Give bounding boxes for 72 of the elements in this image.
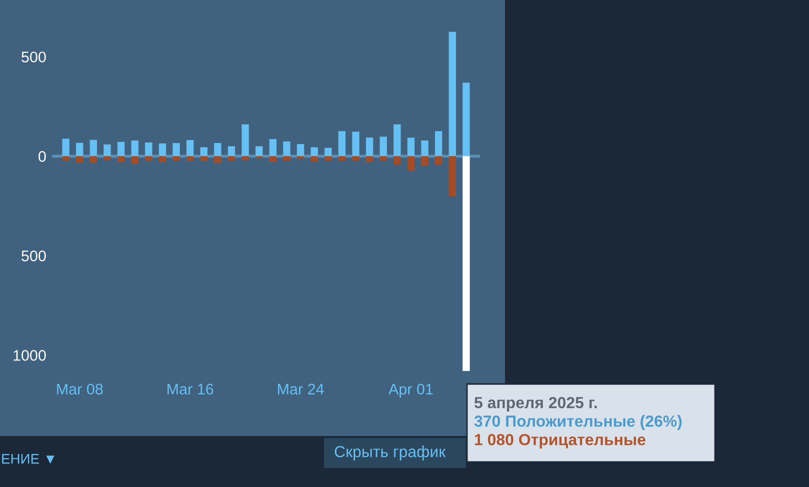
bar <box>352 132 360 156</box>
bar <box>269 139 276 156</box>
bar <box>131 156 138 164</box>
bar <box>352 156 360 161</box>
bar <box>310 147 318 156</box>
bar <box>366 156 374 162</box>
bar <box>214 156 222 164</box>
text: 1 080 Отрицательные <box>475 434 646 448</box>
bar <box>62 156 70 161</box>
text: ЕНИЕ ▼ <box>2 454 54 464</box>
bar <box>380 156 387 161</box>
bar <box>145 142 152 156</box>
bar <box>76 156 84 163</box>
bar <box>324 148 332 156</box>
bar <box>462 82 470 156</box>
bar <box>283 156 290 161</box>
bar <box>366 137 374 156</box>
bar <box>338 131 346 156</box>
bar <box>104 156 111 160</box>
bar <box>172 143 180 156</box>
bar <box>296 156 304 159</box>
bar <box>242 156 249 160</box>
bar <box>394 124 401 156</box>
bar <box>407 156 415 171</box>
x-tick-label: Mar 24 <box>278 384 324 395</box>
bar <box>172 156 180 161</box>
bar <box>228 146 236 156</box>
y-tick-label: 0 <box>38 151 46 162</box>
bar <box>421 140 428 156</box>
bar <box>200 147 208 156</box>
bar <box>158 156 166 162</box>
y-tick-label: 500 <box>22 52 46 62</box>
bar <box>394 156 401 165</box>
bar <box>242 124 249 156</box>
y-tick-label: 1000 <box>14 350 46 361</box>
bar <box>448 32 456 156</box>
text: 5 апреля 2025 г. <box>474 396 597 412</box>
bar <box>186 156 194 161</box>
bar <box>158 143 166 156</box>
bar <box>214 143 222 156</box>
bar <box>421 156 428 166</box>
x-tick-label: Mar 16 <box>168 384 214 395</box>
text: Скрыть график <box>334 446 446 460</box>
x-tick-label: Mar 08 <box>57 384 103 395</box>
bar <box>90 156 98 163</box>
text: 370 Положительные (26%) <box>474 415 682 430</box>
bar <box>117 156 125 162</box>
bar <box>62 138 70 156</box>
bar <box>434 156 442 165</box>
bar <box>407 138 415 156</box>
bar <box>117 142 125 156</box>
bar <box>186 140 194 156</box>
bar <box>283 141 290 156</box>
bar <box>256 146 263 156</box>
bar <box>228 156 236 161</box>
bar <box>310 156 318 162</box>
bar <box>131 140 138 156</box>
bar <box>76 142 84 156</box>
bar <box>380 136 387 156</box>
bar <box>269 156 276 162</box>
bar <box>324 156 332 161</box>
y-tick-label: 500 <box>22 250 46 262</box>
bar <box>462 156 470 372</box>
bar <box>200 156 208 161</box>
bar <box>145 156 152 161</box>
bar <box>90 140 98 156</box>
bar <box>434 131 442 156</box>
x-tick-label: Apr 01 <box>388 384 433 398</box>
bar <box>104 144 111 156</box>
bar <box>448 156 456 196</box>
bar <box>338 156 346 161</box>
bar <box>296 144 304 156</box>
